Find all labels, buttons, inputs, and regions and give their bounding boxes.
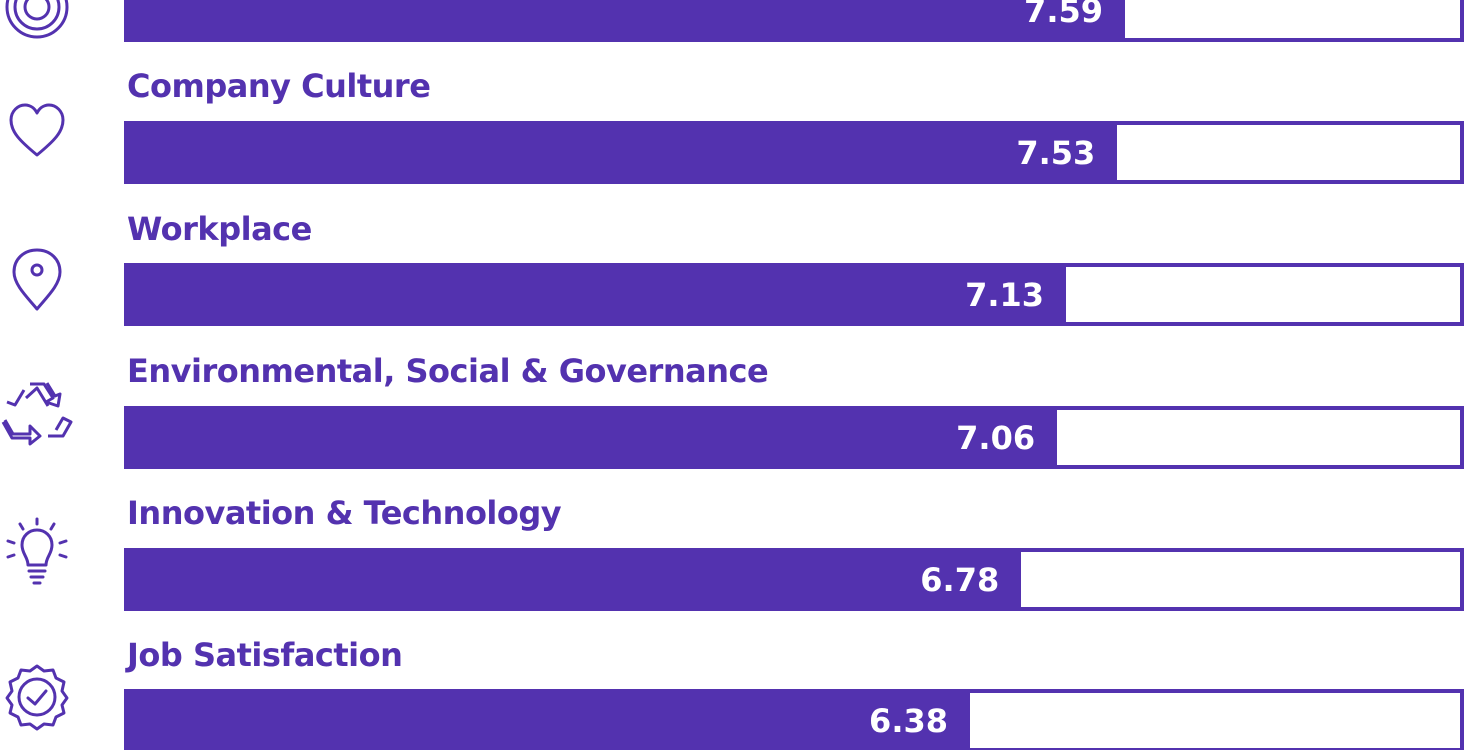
category-label-company-culture: Company Culture [127, 67, 431, 105]
bar-track: 7.53 [124, 121, 1464, 184]
bar-track: 6.78 [124, 548, 1464, 611]
bar-value-label: 6.78 [920, 560, 1000, 599]
bar-value-label: 7.59 [1024, 0, 1103, 30]
category-label-esg: Environmental, Social & Governance [127, 352, 769, 390]
target-icon [0, 0, 74, 44]
bar: 7.06 [124, 406, 1058, 469]
bar-track: 7.13 [124, 263, 1464, 326]
category-label-workplace: Workplace [127, 210, 312, 248]
bar-track: 7.59 [124, 0, 1464, 42]
bar-value-label: 7.06 [956, 418, 1036, 457]
badge-check-icon [0, 660, 74, 734]
bar: 6.78 [124, 548, 1022, 611]
bar: 6.38 [124, 689, 970, 750]
category-label-innovation-technology: Innovation & Technology [127, 494, 562, 532]
lightbulb-icon [0, 515, 74, 589]
bar-value-label: 7.13 [965, 275, 1045, 314]
heart-icon [0, 93, 74, 167]
bar: 7.13 [124, 263, 1067, 326]
recycle-icon [0, 378, 74, 452]
bar: 7.59 [124, 0, 1125, 42]
bar-value-label: 6.38 [869, 701, 948, 740]
bar: 7.53 [124, 121, 1118, 184]
bar-track: 7.06 [124, 406, 1464, 469]
location-pin-icon [0, 243, 74, 317]
bar-track: 6.38 [124, 689, 1464, 750]
category-label-job-satisfaction: Job Satisfaction [127, 636, 403, 674]
bar-value-label: 7.53 [1016, 133, 1096, 172]
